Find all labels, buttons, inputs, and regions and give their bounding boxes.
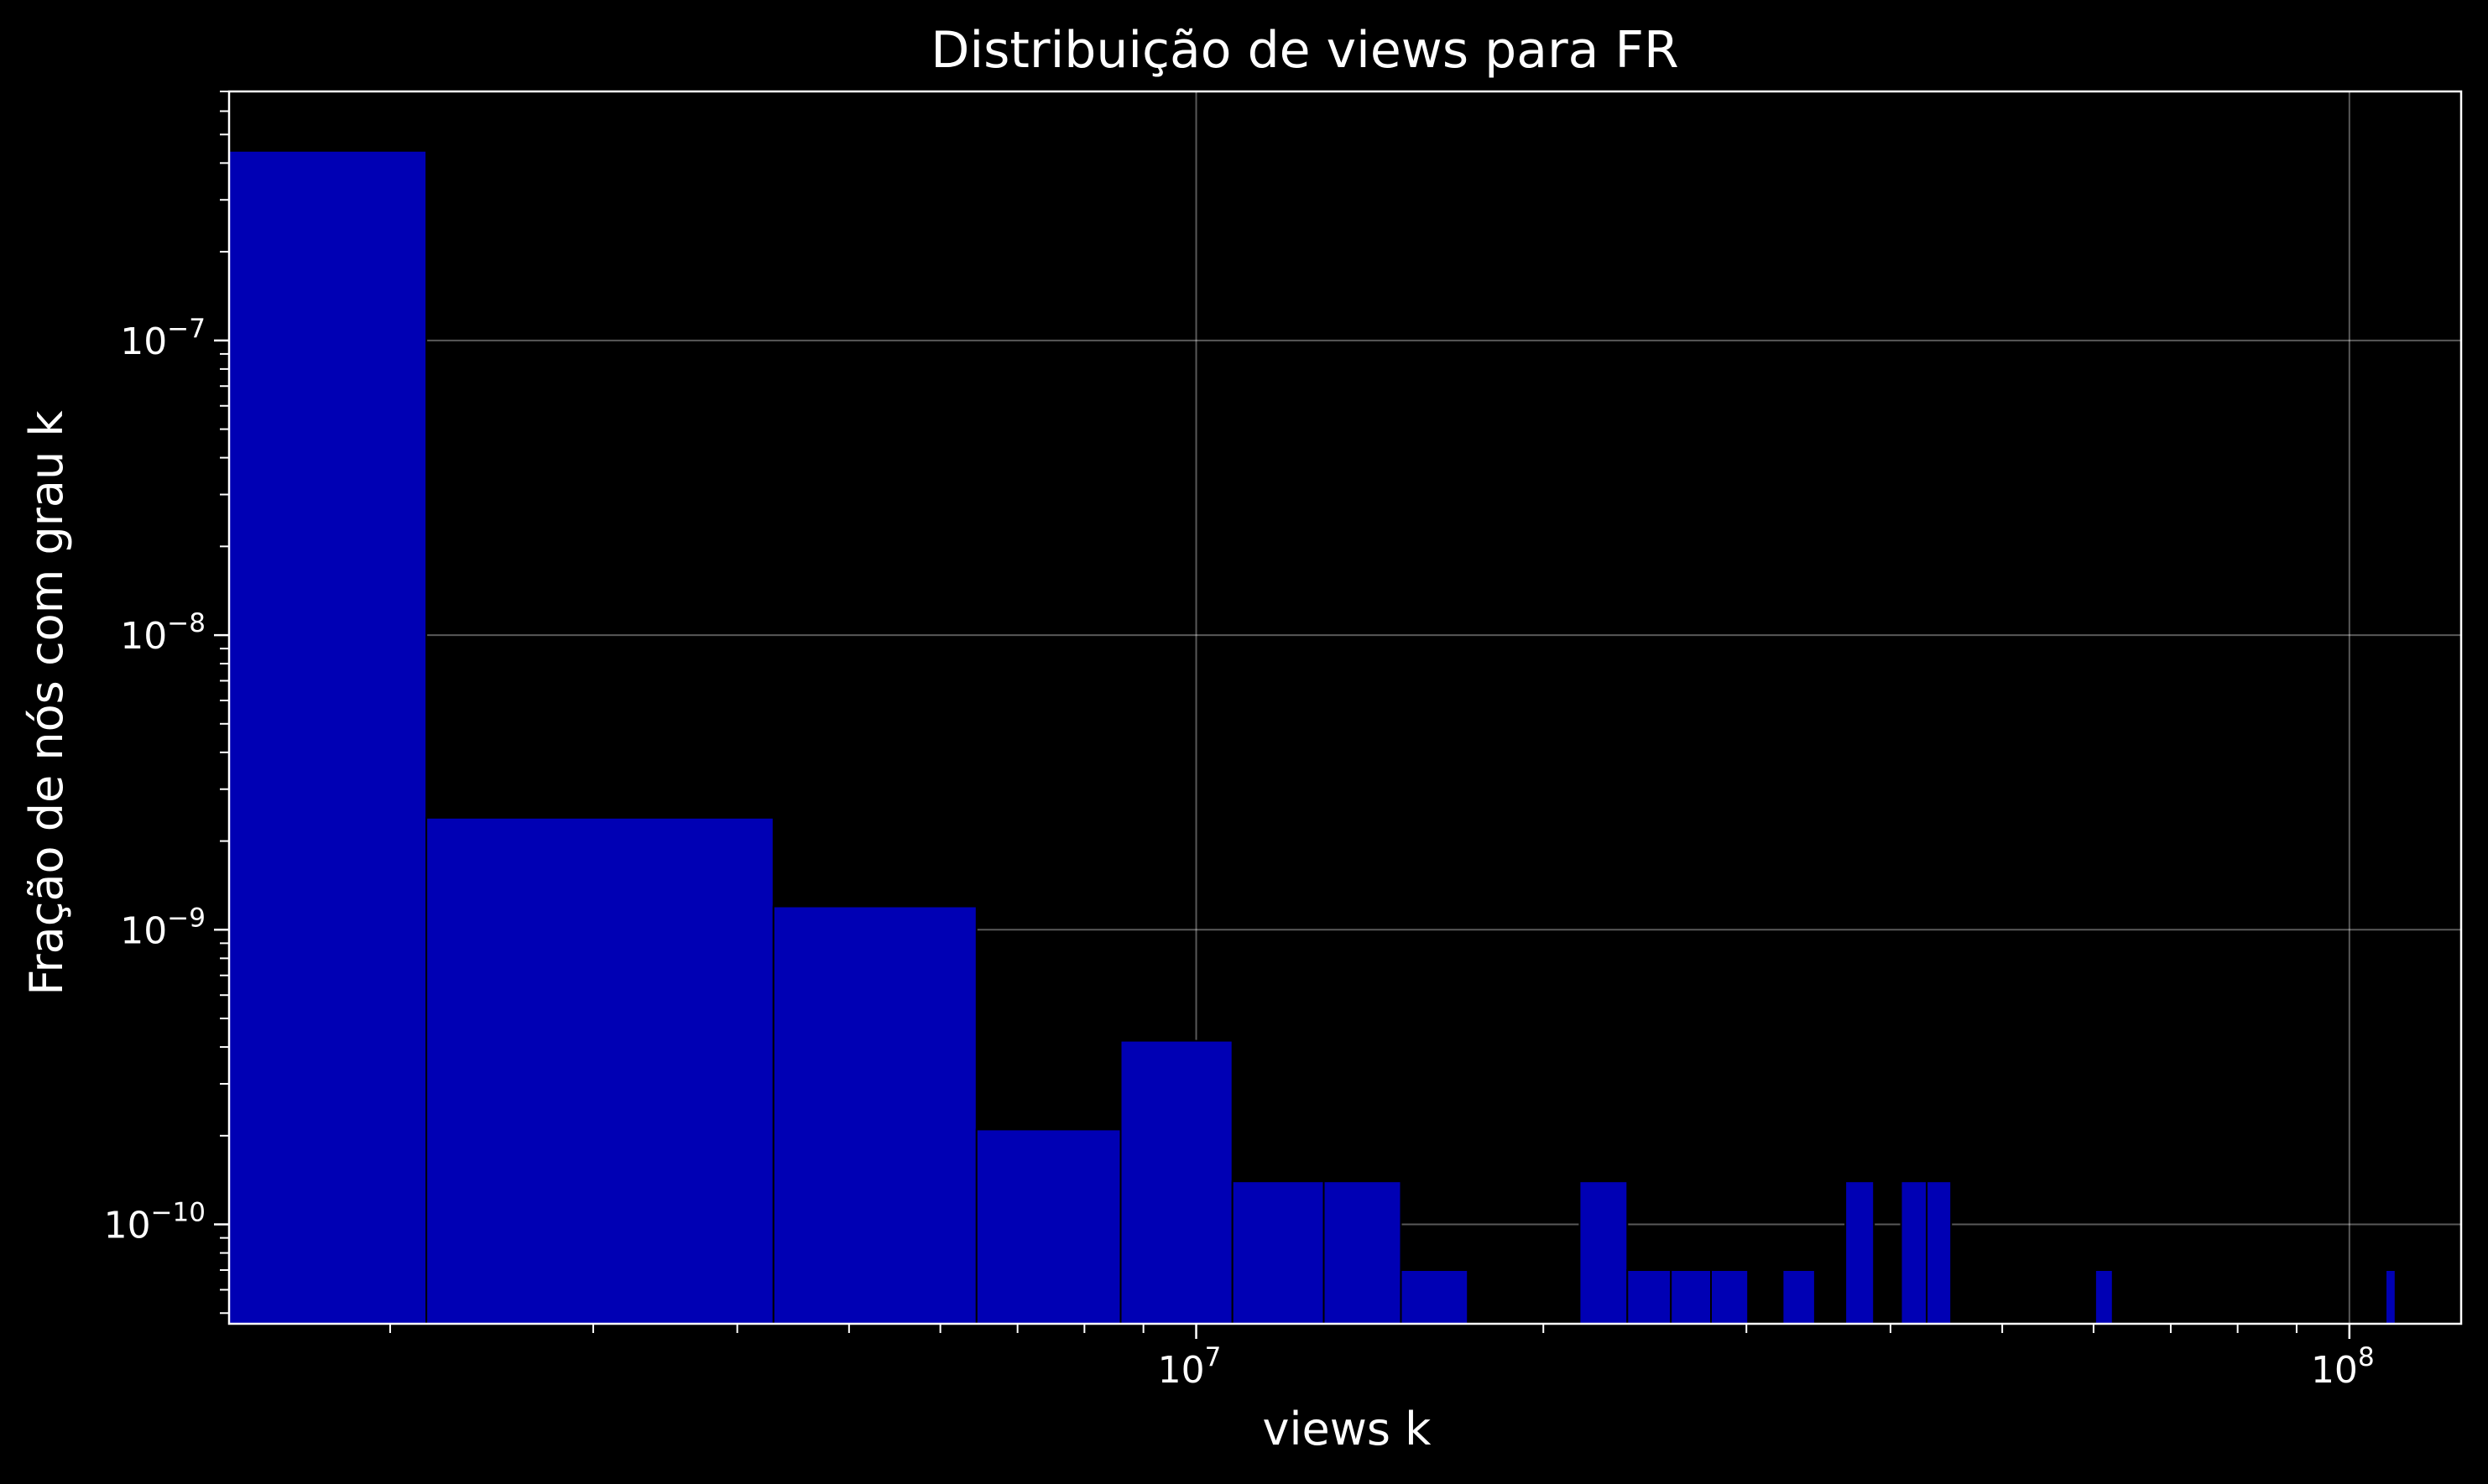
histogram-bar	[1400, 1269, 1469, 1325]
y-tick-label: 10−10	[104, 1198, 206, 1247]
histogram-bar	[1781, 1269, 1816, 1325]
chart-title: Distribuição de views para FR	[931, 21, 1678, 80]
histogram-bar	[1844, 1180, 1875, 1325]
x-tick-label: 107	[1158, 1342, 1222, 1392]
histogram-bar	[1670, 1269, 1712, 1325]
x-axis-label: views k	[1263, 1403, 1432, 1455]
histogram-bar	[1710, 1269, 1750, 1325]
histogram-bar	[1322, 1180, 1402, 1325]
histogram-bar	[2385, 1269, 2397, 1325]
plot-frame	[227, 90, 2463, 1325]
histogram-bar	[1578, 1180, 1629, 1325]
histogram-bar	[1231, 1180, 1325, 1325]
y-tick-label: 10−8	[120, 608, 206, 658]
histogram-bar	[772, 905, 978, 1325]
histogram-bar	[1900, 1180, 1928, 1325]
y-axis-label: Fração de nós com grau k	[20, 410, 73, 996]
histogram-bars	[228, 149, 2397, 1325]
histogram-bar	[975, 1128, 1122, 1325]
y-tick-label: 10−7	[120, 314, 206, 363]
histogram-bar	[425, 816, 775, 1325]
axis-ticks: 107 108 10−7 10−8 10−9 10−10	[104, 91, 2375, 1392]
y-tick-label: 10−9	[120, 903, 206, 952]
histogram-bar	[1926, 1180, 1953, 1325]
histogram-bar	[228, 149, 428, 1325]
histogram-bar	[1119, 1039, 1234, 1325]
histogram-bar	[2094, 1269, 2114, 1325]
histogram-bar	[1626, 1269, 1672, 1325]
x-tick-label: 108	[2311, 1342, 2375, 1392]
